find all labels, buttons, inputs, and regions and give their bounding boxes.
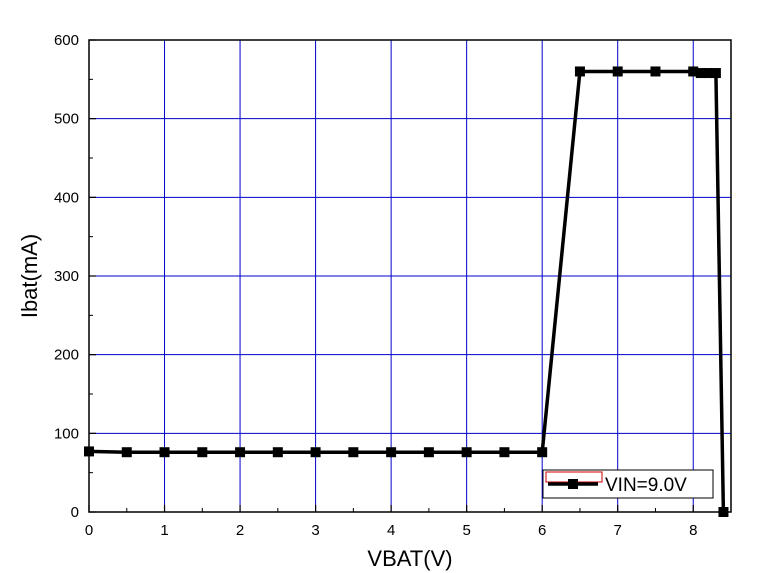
data-point (121, 447, 132, 458)
data-point (718, 507, 729, 517)
x-tick-label: 4 (387, 522, 395, 539)
x-tick-label: 8 (689, 522, 697, 539)
data-point (235, 447, 246, 458)
y-axis-title: Ibat(mA) (17, 234, 42, 318)
legend-marker (568, 479, 578, 489)
x-tick-label: 1 (160, 522, 168, 539)
data-point (423, 447, 434, 458)
x-tick-label: 0 (85, 522, 93, 539)
data-point (348, 447, 359, 458)
data-point (688, 66, 699, 77)
data-point (197, 447, 208, 458)
data-point (574, 66, 585, 77)
data-point (84, 446, 94, 457)
series-layer (84, 66, 729, 517)
data-point (710, 68, 721, 79)
data-point (703, 68, 714, 79)
data-point (612, 66, 623, 77)
y-tick-label: 0 (71, 504, 79, 521)
axis-ticks: 0 1 2 3 4 5 6 7 8 0 100 200 300 400 500 600 (54, 32, 697, 539)
data-point (159, 447, 170, 458)
y-tick-label: 200 (54, 347, 79, 364)
legend-label: VIN=9.0V (605, 475, 687, 496)
y-tick-label: 300 (54, 268, 79, 285)
x-tick-label: 5 (462, 522, 470, 539)
grid-lines (89, 40, 731, 512)
y-tick-label: 600 (54, 32, 79, 49)
data-point (650, 66, 661, 77)
data-point (310, 447, 321, 458)
x-tick-label: 7 (614, 522, 622, 539)
data-point (537, 447, 548, 458)
y-tick-label: 400 (54, 189, 79, 206)
x-tick-label: 2 (236, 522, 244, 539)
legend: VIN=9.0V (542, 469, 714, 499)
x-axis-title: VBAT(V) (367, 546, 452, 571)
data-point (386, 447, 397, 458)
y-tick-label: 100 (54, 425, 79, 442)
x-tick-label: 6 (538, 522, 546, 539)
y-tick-label: 500 (54, 111, 79, 128)
data-point (272, 447, 283, 458)
x-tick-label: 3 (311, 522, 319, 539)
data-point (461, 447, 472, 458)
data-point (499, 447, 510, 458)
data-point (695, 68, 706, 79)
